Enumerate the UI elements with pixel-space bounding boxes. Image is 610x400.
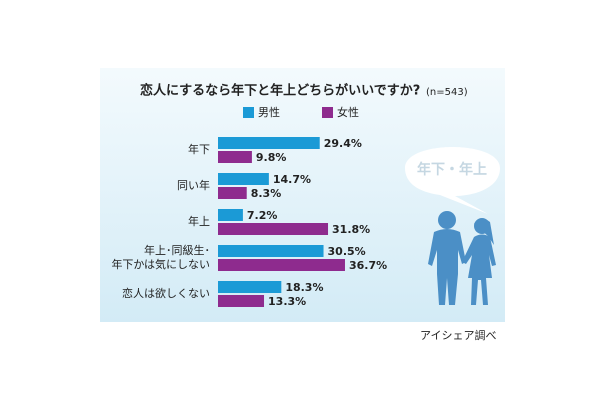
bar: [218, 137, 320, 149]
legend-swatch: [322, 107, 333, 118]
value-label: 8.3%: [251, 187, 282, 200]
value-label: 31.8%: [332, 223, 370, 236]
chart-subtitle: (n=543): [426, 87, 468, 98]
legend-label: 男性: [258, 105, 280, 119]
category-label: 年上: [188, 215, 210, 228]
bar: [218, 295, 265, 307]
value-label: 7.2%: [247, 209, 278, 222]
bubble-text: 年下・年上: [417, 161, 487, 178]
couple-silhouette: [428, 211, 496, 305]
value-label: 18.3%: [285, 281, 323, 294]
source-note: アイシェア調べ: [420, 328, 496, 342]
bar: [218, 223, 329, 235]
bar: [218, 173, 269, 185]
bar: [218, 187, 247, 199]
illustration: 年下・年上: [405, 147, 500, 305]
value-label: 36.7%: [349, 259, 387, 272]
chart-title: 恋人にするなら年下と年上どちらがいいですか?: [140, 83, 420, 99]
category-label: 恋人は欲しくない: [122, 287, 210, 300]
bar: [218, 209, 243, 221]
bar: [218, 281, 282, 293]
value-label: 30.5%: [328, 245, 366, 258]
value-label: 29.4%: [324, 137, 362, 150]
category-label: 年上･同級生･ 年下かは気にしない: [111, 244, 210, 271]
legend-label: 女性: [337, 105, 359, 119]
bar: [218, 259, 345, 271]
legend-swatch: [243, 107, 254, 118]
value-label: 13.3%: [268, 295, 306, 308]
category-label: 年下: [188, 143, 210, 156]
speech-bubble: [405, 147, 500, 214]
bar: [218, 245, 324, 257]
bar: [218, 151, 252, 163]
category-label: 同い年: [177, 179, 210, 192]
value-label: 14.7%: [273, 173, 311, 186]
value-label: 9.8%: [256, 151, 287, 164]
